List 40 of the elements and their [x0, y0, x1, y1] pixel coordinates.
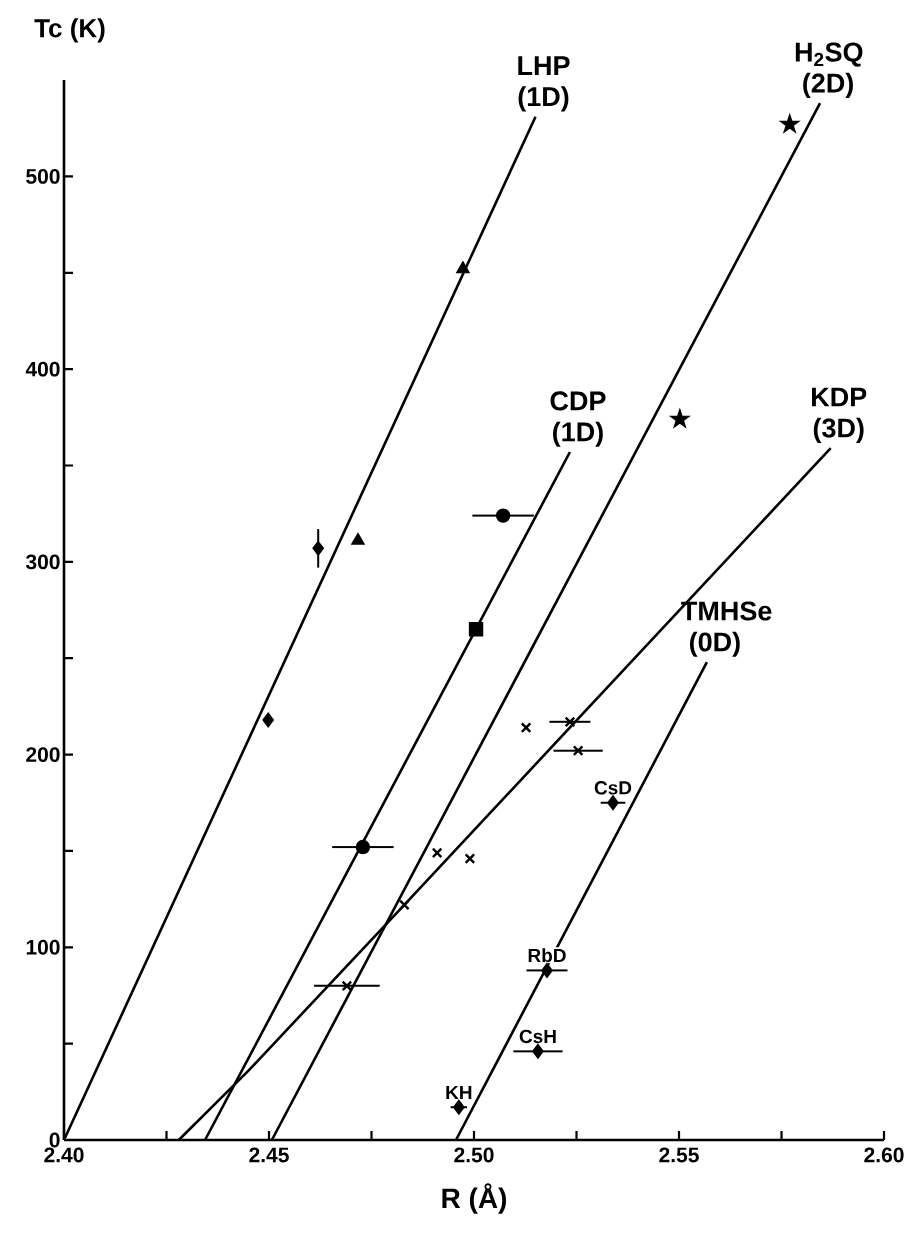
x-tick-label: 2.45: [249, 1147, 289, 1163]
annotation: KH: [446, 1085, 472, 1100]
point: [564, 716, 576, 728]
y-tick-label: 200: [26, 747, 60, 762]
series-label: LHP (1D): [518, 56, 570, 112]
y-tick-label: 400: [25, 361, 60, 377]
point: [262, 712, 274, 728]
point: [355, 839, 371, 855]
series-label: CDP (1D): [550, 391, 606, 447]
point: [541, 963, 553, 978]
point: [464, 853, 476, 865]
y-tick-label: 0: [49, 1132, 60, 1148]
y-axis-title: Tc (K): [34, 18, 105, 43]
point: [532, 1044, 544, 1059]
annotation: CsD: [594, 781, 632, 795]
point: [572, 745, 584, 757]
x-tick-label: 2.60: [864, 1147, 904, 1163]
y-tick-label: 100: [26, 939, 60, 955]
point: [607, 795, 619, 810]
point: [312, 541, 324, 556]
series-label: KDP (3D): [812, 387, 867, 443]
y-tick-label: 500: [26, 168, 60, 184]
point: [431, 847, 443, 859]
series-label: H$_{2}$SQ (2D): [795, 42, 863, 98]
point: [398, 899, 410, 911]
x-tick-label: 2.40: [44, 1147, 84, 1163]
annotation: CsH: [519, 1029, 556, 1044]
point: [495, 508, 511, 523]
point: [351, 533, 365, 545]
series-label: TMHSe (0D): [681, 601, 772, 657]
point: [468, 622, 484, 637]
y-tick-label: 300: [25, 554, 60, 570]
point: [341, 980, 353, 992]
point: [520, 722, 532, 734]
point: [453, 1100, 465, 1115]
x-axis-title: R (Å): [442, 1183, 507, 1214]
point: [456, 261, 470, 274]
x-tick-label: 2.50: [454, 1147, 494, 1163]
annotation: RbD: [528, 948, 566, 963]
x-tick-label: 2.55: [659, 1147, 699, 1163]
